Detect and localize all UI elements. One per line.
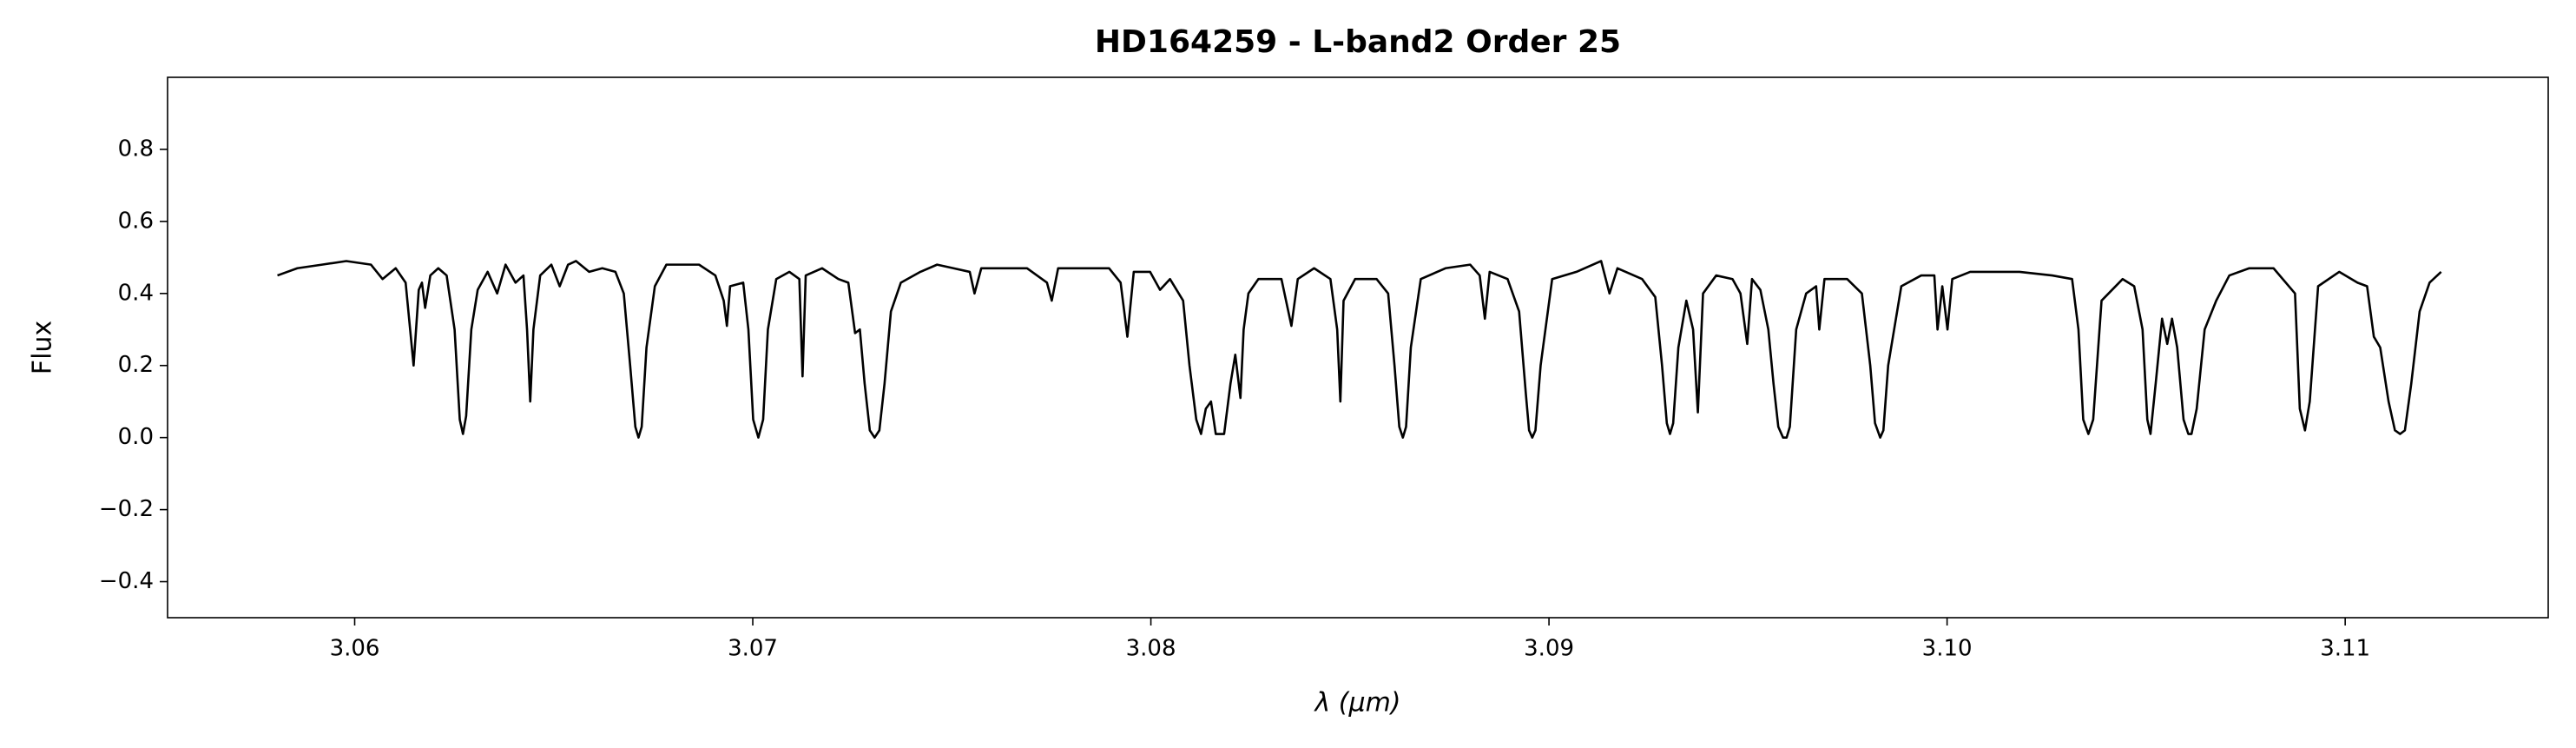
y-tick-label: 0.4 <box>118 280 154 306</box>
y-tick-label: −0.2 <box>99 496 154 522</box>
x-tick-label: 3.09 <box>1524 636 1574 662</box>
plot-frame <box>167 76 2549 619</box>
spectrum-line <box>277 260 2442 439</box>
x-tick-label: 3.10 <box>1922 636 1973 662</box>
y-tick-label: 0.0 <box>118 424 154 450</box>
x-tick-label: 3.08 <box>1126 636 1176 662</box>
y-tick-label: 0.6 <box>118 208 154 234</box>
x-tick-label: 3.07 <box>728 636 778 662</box>
y-tick-label: 0.2 <box>118 352 154 378</box>
x-tick-label: 3.11 <box>2320 636 2370 662</box>
x-axis-label: λ (μm) <box>1313 688 1400 718</box>
y-axis-label: Flux <box>28 321 58 374</box>
chart-title: HD164259 - L-band2 Order 25 <box>1095 24 1621 60</box>
x-tick-label: 3.06 <box>330 636 380 662</box>
y-tick-label: 0.8 <box>118 136 154 162</box>
y-tick-label: −0.4 <box>99 568 154 594</box>
